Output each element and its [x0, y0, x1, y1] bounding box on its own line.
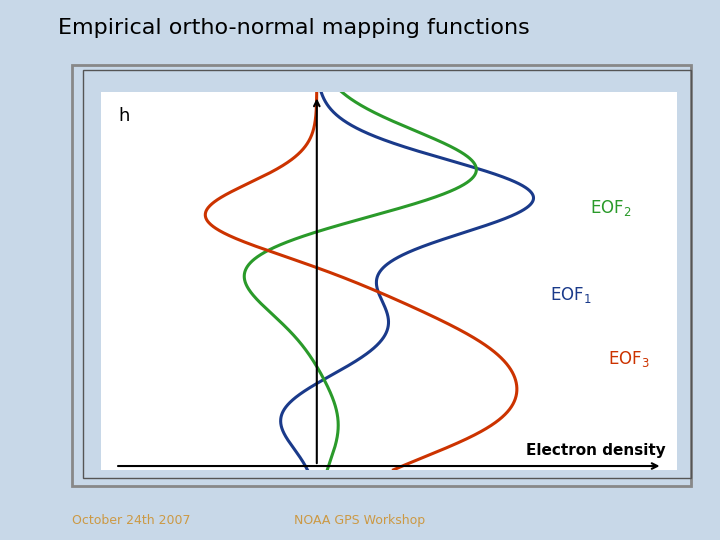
- Text: NOAA GPS Workshop: NOAA GPS Workshop: [294, 514, 426, 527]
- Text: h: h: [118, 107, 130, 125]
- Text: Electron density: Electron density: [526, 443, 665, 458]
- Text: $\mathrm{EOF_2}$: $\mathrm{EOF_2}$: [590, 198, 632, 218]
- Text: October 24th 2007: October 24th 2007: [72, 514, 191, 527]
- Text: $\mathrm{EOF_3}$: $\mathrm{EOF_3}$: [608, 349, 649, 369]
- Text: Empirical ortho-normal mapping functions: Empirical ortho-normal mapping functions: [58, 18, 529, 38]
- Text: $\mathrm{EOF_1}$: $\mathrm{EOF_1}$: [550, 285, 592, 305]
